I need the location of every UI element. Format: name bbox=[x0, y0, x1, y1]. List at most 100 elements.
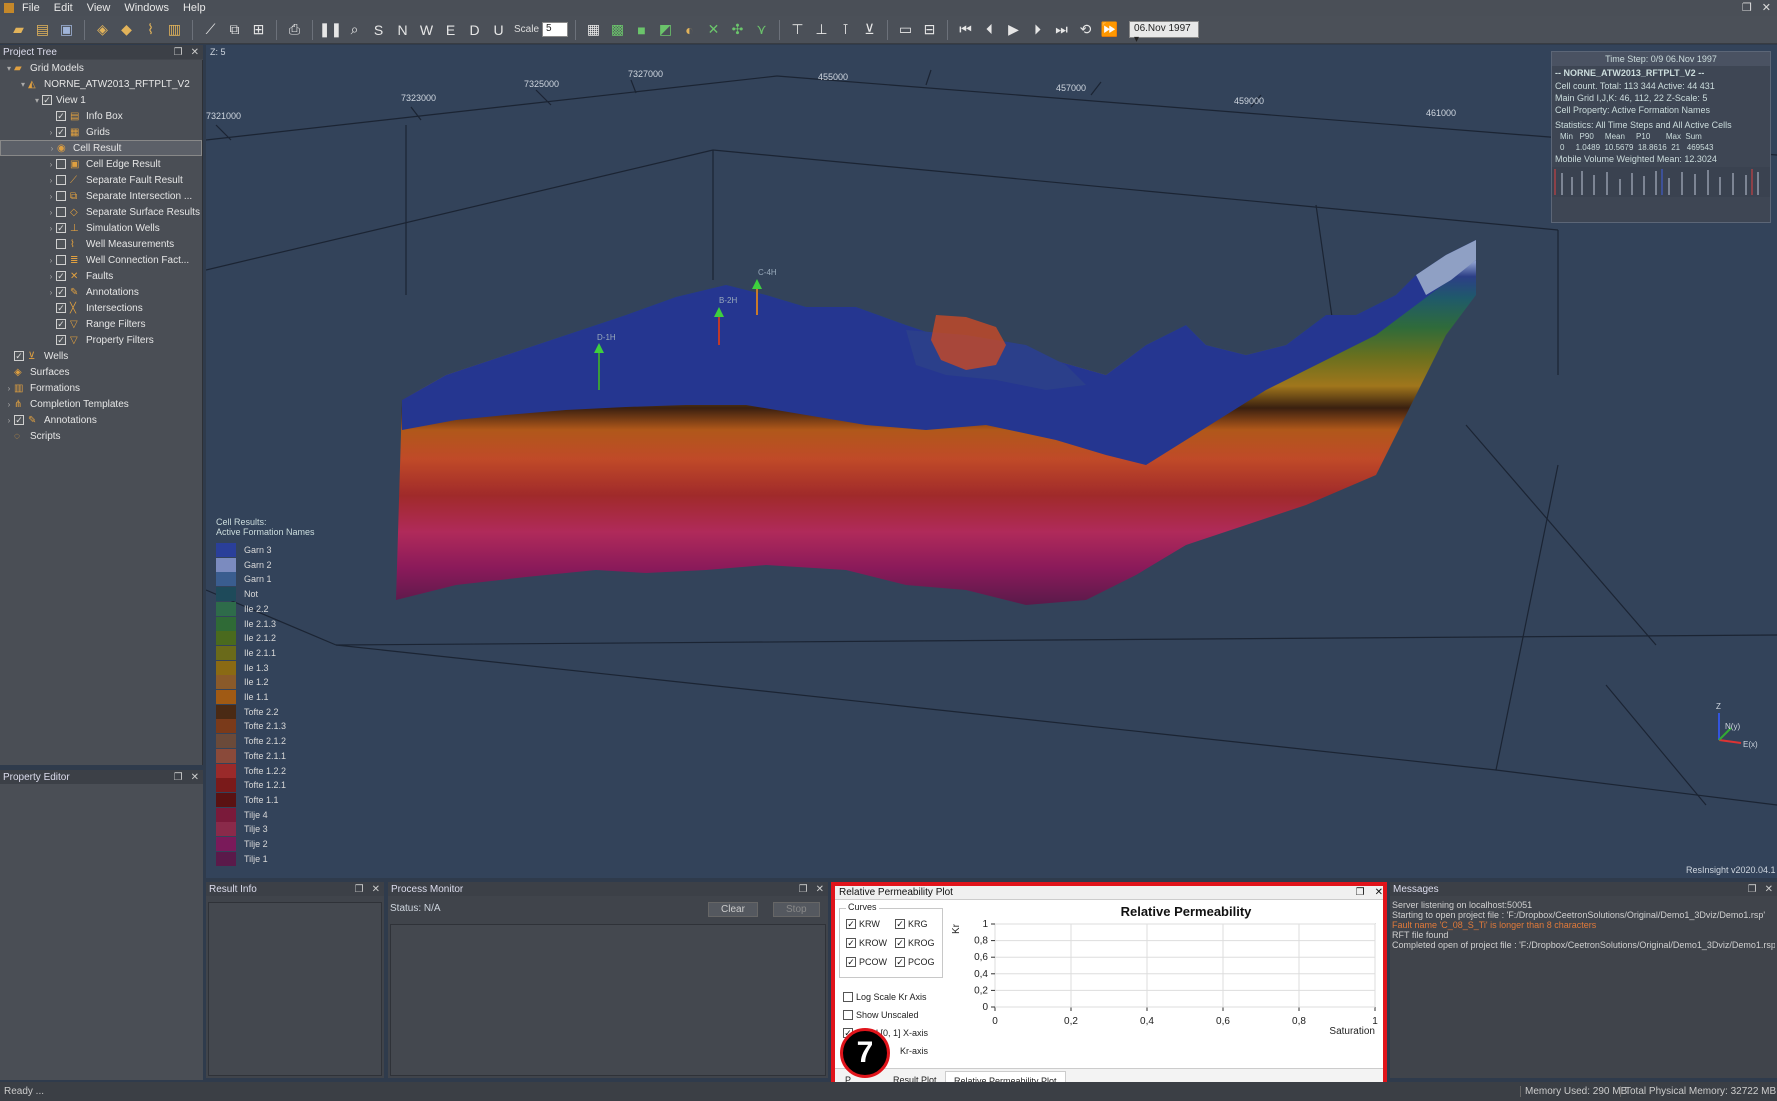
tree-item[interactable]: ◌ Scripts bbox=[0, 428, 202, 444]
view-d-icon[interactable]: D bbox=[469, 21, 480, 38]
tree-checkbox[interactable] bbox=[56, 175, 66, 185]
expand-arrow-icon[interactable]: ▾ bbox=[6, 63, 11, 73]
expand-arrow-icon[interactable]: › bbox=[49, 255, 53, 265]
close-icon[interactable]: ✕ bbox=[1761, 2, 1771, 14]
tree-checkbox[interactable]: ✓ bbox=[56, 270, 66, 281]
view-u-icon[interactable]: U bbox=[493, 21, 504, 38]
tree-item[interactable]: › ◉ Cell Result bbox=[0, 140, 202, 156]
tree-checkbox[interactable]: ✓ bbox=[56, 222, 66, 233]
view-s-icon[interactable]: S bbox=[373, 21, 384, 38]
tree-item[interactable]: ▾ ▰ Grid Models bbox=[0, 60, 202, 76]
copy-view-icon[interactable]: ⧉ bbox=[229, 21, 240, 37]
menu-help[interactable]: Help bbox=[182, 2, 206, 14]
clear-button[interactable]: Clear bbox=[708, 902, 758, 917]
pcog-checkbox[interactable]: ✓ PCOG bbox=[895, 957, 935, 967]
snapshot-icon[interactable]: ⎙ bbox=[288, 21, 301, 37]
view-n-icon[interactable]: N bbox=[397, 21, 408, 38]
mesh-icon[interactable]: ▩ bbox=[610, 21, 625, 37]
tree-checkbox[interactable] bbox=[56, 159, 66, 169]
speed-icon[interactable]: ⏩ bbox=[1100, 21, 1119, 37]
close-icon[interactable]: ✕ bbox=[190, 771, 199, 783]
view-w-icon[interactable]: W bbox=[419, 21, 434, 38]
tree-item[interactable]: ✓ ▽ Property Filters bbox=[0, 332, 202, 348]
tree-checkbox[interactable]: ✓ bbox=[56, 286, 66, 297]
next-step-icon[interactable]: ⏵ bbox=[1034, 21, 1042, 37]
float-icon[interactable]: ❐ bbox=[1747, 883, 1757, 895]
simulation-wells[interactable]: D-1H B-2H C-4H bbox=[594, 268, 777, 390]
expand-arrow-icon[interactable]: › bbox=[49, 191, 53, 201]
expand-arrow-icon[interactable]: › bbox=[49, 159, 53, 169]
well-label-c4h[interactable]: C-4H bbox=[758, 268, 777, 277]
3d-viewport[interactable]: D-1H B-2H C-4H 7321000 7323000 7325000 7… bbox=[206, 45, 1777, 878]
expand-arrow-icon[interactable]: ▾ bbox=[20, 79, 25, 89]
tree-item[interactable]: › ▥ Formations bbox=[0, 380, 202, 396]
result-color-icon[interactable]: ◐ bbox=[685, 21, 694, 38]
tree-checkbox[interactable]: ✓ bbox=[14, 414, 24, 425]
play-icon[interactable]: ▶ bbox=[1008, 21, 1019, 37]
menu-windows[interactable]: Windows bbox=[124, 2, 169, 14]
save-icon[interactable]: ▣ bbox=[59, 21, 74, 37]
tree-item[interactable]: ▾ ✓ View 1 bbox=[0, 92, 202, 108]
well-valve-icon[interactable]: ⊻ bbox=[864, 21, 875, 37]
tab-partial[interactable]: P bbox=[845, 1075, 852, 1085]
expand-arrow-icon[interactable]: › bbox=[7, 399, 11, 409]
float-icon[interactable]: ❐ bbox=[173, 771, 183, 783]
float-icon[interactable]: ❐ bbox=[798, 883, 808, 895]
restore-icon[interactable]: ❐ bbox=[1741, 2, 1752, 14]
reservoir-3d-view[interactable]: D-1H B-2H C-4H 7321000 7323000 7325000 7… bbox=[206, 45, 1777, 878]
fault-only-icon[interactable]: ✣ bbox=[731, 21, 744, 37]
grid-model-icon[interactable]: ◈ bbox=[97, 21, 108, 37]
expand-arrow-icon[interactable]: › bbox=[49, 207, 53, 217]
close-icon[interactable]: ✕ bbox=[1374, 887, 1383, 898]
expand-arrow-icon[interactable]: › bbox=[49, 127, 53, 137]
tree-item[interactable]: › ◇ Separate Surface Results bbox=[0, 204, 202, 220]
draw-line-icon[interactable]: ⟋ bbox=[205, 21, 216, 37]
tree-checkbox[interactable]: ✓ bbox=[56, 302, 66, 313]
menu-view[interactable]: View bbox=[86, 2, 111, 14]
view-e-icon[interactable]: E bbox=[445, 21, 456, 38]
tree-checkbox[interactable]: ✓ bbox=[14, 350, 24, 361]
tree-checkbox[interactable] bbox=[56, 255, 66, 265]
well-log-icon[interactable]: ⌇ bbox=[147, 21, 154, 37]
tree-item[interactable]: ✓ ⊻ Wells bbox=[0, 348, 202, 364]
log-scale-checkbox[interactable]: Log Scale Kr Axis bbox=[843, 992, 927, 1002]
tree-checkbox[interactable]: ✓ bbox=[56, 126, 66, 137]
tree-item[interactable]: › ✓ ▦ Grids bbox=[0, 124, 202, 140]
reservoir-model[interactable] bbox=[396, 240, 1476, 605]
close-icon[interactable]: ✕ bbox=[190, 46, 199, 58]
krog-checkbox[interactable]: ✓ KROG bbox=[895, 938, 935, 948]
case-group-icon[interactable]: ◆ bbox=[121, 21, 132, 37]
open-project-icon[interactable]: ▤ bbox=[35, 21, 50, 37]
measure-icon[interactable]: ▭ bbox=[898, 21, 913, 37]
nnc-icon[interactable]: ⋎ bbox=[756, 21, 767, 37]
tree-item[interactable]: › ✓ ⊥ Simulation Wells bbox=[0, 220, 202, 236]
krg-checkbox[interactable]: ✓ KRG bbox=[895, 919, 928, 929]
tree-checkbox[interactable]: ✓ bbox=[42, 94, 52, 105]
expand-arrow-icon[interactable]: › bbox=[49, 287, 53, 297]
stop-button[interactable]: Stop bbox=[773, 902, 820, 917]
tree-item[interactable]: ◈ Surfaces bbox=[0, 364, 202, 380]
tree-item[interactable]: ⌇ Well Measurements bbox=[0, 236, 202, 252]
close-icon[interactable]: ✕ bbox=[371, 883, 380, 895]
last-step-icon[interactable]: ⏭ bbox=[1055, 21, 1068, 37]
expand-arrow-icon[interactable]: ▾ bbox=[34, 95, 39, 105]
tree-item[interactable]: › ≣ Well Connection Fact... bbox=[0, 252, 202, 268]
fault-mesh-icon[interactable]: ◩ bbox=[658, 21, 673, 37]
tree-item[interactable]: › ⟋ Separate Fault Result bbox=[0, 172, 202, 188]
timestep-combo[interactable]: 06.Nov 1997 ▾ bbox=[1129, 21, 1200, 45]
layout-icon[interactable]: ⊞ bbox=[252, 21, 265, 37]
repeat-icon[interactable]: ⟲ bbox=[1079, 21, 1092, 37]
well-fracture-icon[interactable]: ⊥ bbox=[815, 21, 828, 37]
faults-toggle-icon[interactable]: ✕ bbox=[707, 21, 720, 37]
surface-icon[interactable]: ■ bbox=[637, 21, 646, 38]
tree-item[interactable]: › ✓ ✎ Annotations bbox=[0, 412, 202, 428]
tree-item[interactable]: ▾ ◭ NORNE_ATW2013_RFTPLT_V2 bbox=[0, 76, 202, 92]
pause-icon[interactable]: ❚❚ bbox=[318, 21, 343, 37]
pcow-checkbox[interactable]: ✓ PCOW bbox=[846, 957, 887, 967]
tree-item[interactable]: ✓ ▽ Range Filters bbox=[0, 316, 202, 332]
expand-arrow-icon[interactable]: › bbox=[7, 415, 11, 425]
tree-checkbox[interactable] bbox=[56, 207, 66, 217]
close-icon[interactable]: ✕ bbox=[1764, 883, 1773, 895]
expand-arrow-icon[interactable]: › bbox=[49, 271, 53, 281]
well-path-icon[interactable]: ⊤ bbox=[791, 21, 804, 37]
